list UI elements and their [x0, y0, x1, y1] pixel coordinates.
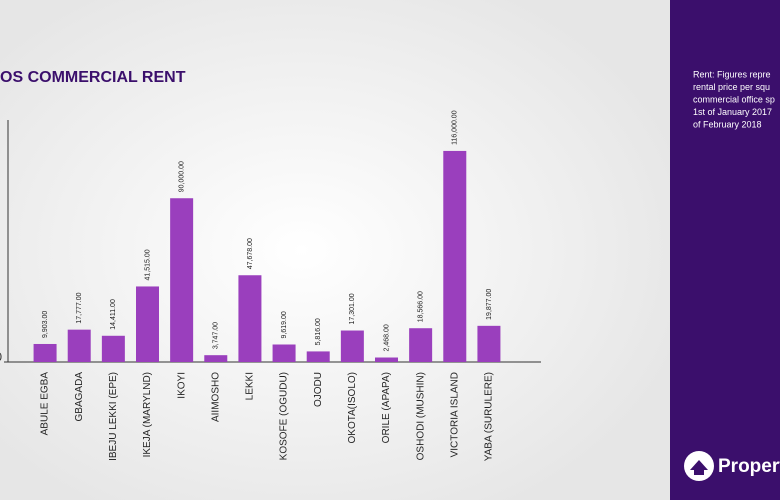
- x-tick-label: KOSOFE (OGUDU): [279, 372, 290, 460]
- x-tick-label: IKEJA (MARYLND): [142, 372, 153, 457]
- value-label: 2,468.00: [383, 324, 390, 351]
- x-tick-label: OKOTA(ISOLO): [347, 372, 358, 444]
- value-label: 9,903.00: [42, 311, 49, 338]
- value-label: 19,877.00: [486, 289, 493, 320]
- side-text-line: 1st of January 2017: [693, 107, 772, 117]
- side-text: Rent: Figures repre rental price per squ c…: [693, 69, 775, 129]
- bar: [477, 325, 501, 362]
- x-tick-label: OSHODI (MUSHIN): [415, 372, 426, 460]
- x-tick-label: GBAGADA: [74, 372, 85, 422]
- background: [0, 0, 670, 500]
- bar: [375, 357, 398, 362]
- bar: [409, 328, 433, 362]
- bar: [340, 330, 364, 362]
- value-label: 17,777.00: [76, 292, 83, 323]
- side-panel: [670, 0, 780, 500]
- x-tick-label: YABA (SURULERE): [484, 372, 495, 461]
- logo-text: Propert: [718, 456, 780, 477]
- x-tick-label: IBEJU LEKKI (EPE): [108, 372, 119, 461]
- chart-title: OS COMMERCIAL RENT: [0, 69, 186, 86]
- value-label: 90,000.00: [178, 161, 185, 192]
- x-tick-label: VICTORIA ISLAND: [449, 372, 460, 457]
- x-tick-label: ORILE (APAPA): [381, 372, 392, 443]
- bar: [67, 329, 91, 362]
- bar: [238, 275, 262, 362]
- x-tick-label: AIIMOSHO: [210, 372, 221, 422]
- side-text-line: rental price per squ: [693, 82, 770, 92]
- side-text-line: of February 2018: [693, 119, 762, 129]
- bar: [443, 150, 467, 362]
- bar: [101, 335, 125, 362]
- bar: [272, 344, 296, 362]
- x-tick-label: IKOYI: [176, 372, 187, 399]
- value-label: 3,747.00: [213, 322, 220, 349]
- value-label: 5,816.00: [315, 318, 322, 345]
- bar: [136, 286, 159, 362]
- y-tick-label: 0: [0, 350, 2, 364]
- logo: Propert: [684, 451, 780, 481]
- logo-house: [690, 460, 708, 475]
- value-label: 9,619.00: [281, 311, 288, 338]
- side-text-line: Rent: Figures repre: [693, 69, 771, 79]
- bar: [170, 198, 194, 362]
- bar: [306, 351, 330, 362]
- side-text-line: commercial office sp: [693, 94, 775, 104]
- bar: [204, 355, 228, 362]
- value-label: 116,000.00: [452, 110, 459, 145]
- x-tick-label: OJODU: [313, 372, 324, 407]
- value-label: 17,301.00: [349, 293, 356, 324]
- value-label: 18,566.00: [417, 291, 424, 322]
- value-label: 41,515.00: [144, 249, 151, 280]
- bar: [33, 343, 57, 362]
- value-label: 47,678.00: [247, 238, 254, 269]
- x-tick-label: LEKKI: [245, 372, 256, 400]
- x-tick-label: ABULE EGBA: [40, 372, 51, 436]
- value-label: 14,411.00: [110, 299, 117, 330]
